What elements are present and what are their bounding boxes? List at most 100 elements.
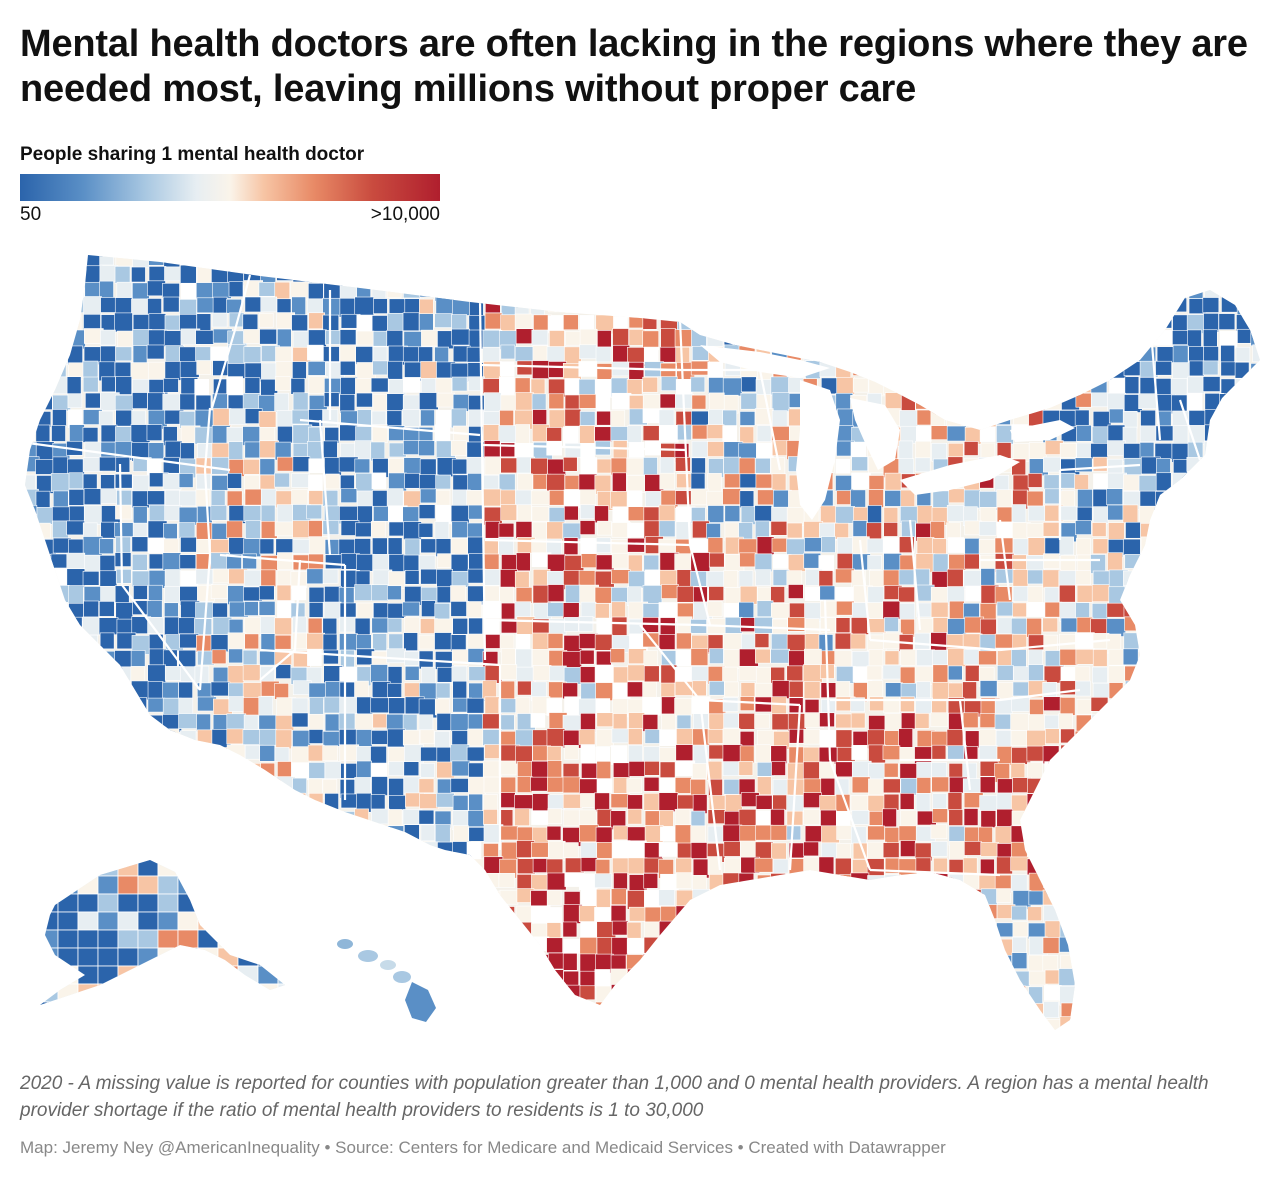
county-cell <box>1027 1035 1046 1040</box>
alaska-borough-cell <box>40 911 59 931</box>
county-cell <box>770 265 786 281</box>
county-cell <box>821 255 836 266</box>
county-cell <box>340 488 358 503</box>
county-cell <box>419 392 439 410</box>
county-cell <box>739 490 755 509</box>
county-cell <box>178 697 194 716</box>
county-cell <box>660 281 680 300</box>
alaska-borough-cell <box>137 893 159 913</box>
county-cell <box>1156 586 1171 603</box>
county-cell <box>1107 361 1127 381</box>
county-cell <box>451 376 468 392</box>
county-cell <box>597 1034 616 1040</box>
county-cell <box>1218 713 1236 730</box>
county-cell <box>596 617 611 637</box>
county-cell <box>101 746 118 764</box>
county-cell <box>1106 938 1125 954</box>
county-cell <box>1122 808 1140 824</box>
county-cell <box>25 408 34 425</box>
county-cell <box>450 713 470 732</box>
county-cell <box>690 488 709 506</box>
county-cell <box>148 826 164 845</box>
county-cell <box>356 970 373 988</box>
county-cell <box>739 825 758 843</box>
county-cell <box>898 906 917 923</box>
county-cell <box>563 667 583 685</box>
county-cell <box>834 938 850 957</box>
county-cell <box>579 985 596 1001</box>
county-cell <box>898 331 917 347</box>
county-cell <box>996 1033 1012 1040</box>
county-cell <box>1251 984 1260 1003</box>
county-cell <box>946 360 966 381</box>
county-cell <box>1251 731 1260 751</box>
alaska-borough-cell <box>57 929 79 949</box>
county-cell <box>387 728 406 748</box>
county-cell <box>1028 970 1048 986</box>
county-cell <box>1060 298 1077 316</box>
county-cell <box>1172 536 1188 551</box>
county-cell <box>627 522 645 538</box>
county-cell <box>1011 794 1029 814</box>
county-cell <box>789 602 806 620</box>
county-cell <box>356 760 372 779</box>
county-cell <box>468 504 484 520</box>
county-cell <box>706 424 725 439</box>
county-cell <box>66 634 86 654</box>
county-cell <box>451 1033 465 1040</box>
county-cell <box>562 776 581 794</box>
county-cell <box>308 490 326 505</box>
county-cell <box>1252 520 1260 541</box>
county-cell <box>532 954 551 972</box>
county-cell <box>37 584 52 602</box>
county-cell <box>420 763 435 778</box>
county-cell <box>963 553 980 570</box>
county-cell <box>611 569 631 585</box>
county-cell <box>738 601 755 620</box>
county-cell <box>1043 328 1062 348</box>
county-cell <box>563 255 578 268</box>
county-cell <box>25 602 37 620</box>
county-cell <box>275 715 295 731</box>
county-cell <box>338 968 359 986</box>
county-cell <box>1187 953 1207 972</box>
county-cell <box>452 890 471 909</box>
county-cell <box>434 618 453 634</box>
county-cell <box>514 255 529 268</box>
county-cell <box>613 872 628 891</box>
county-cell <box>1092 344 1112 363</box>
county-cell <box>1107 282 1127 299</box>
county-cell <box>610 1016 631 1030</box>
county-cell <box>402 394 420 411</box>
county-cell <box>386 872 404 890</box>
county-cell <box>756 1002 776 1023</box>
county-cell <box>596 410 611 426</box>
county-cell <box>275 985 291 1005</box>
county-cell <box>1042 937 1060 954</box>
county-cell <box>36 872 56 888</box>
county-cell <box>883 522 898 537</box>
county-cell <box>754 616 773 634</box>
county-cell <box>852 937 872 957</box>
county-cell <box>1122 411 1138 429</box>
county-cell <box>130 841 151 858</box>
county-cell <box>130 362 150 380</box>
county-cell <box>306 632 326 650</box>
county-cell <box>1204 680 1221 697</box>
county-cell <box>658 842 678 857</box>
county-cell <box>386 410 403 428</box>
county-cell <box>580 682 599 702</box>
county-cell <box>1236 856 1256 874</box>
county-cell <box>1203 586 1219 604</box>
county-cell <box>884 713 903 731</box>
county-cell <box>25 505 38 521</box>
county-cell <box>147 730 162 749</box>
county-cell <box>1108 1001 1128 1020</box>
county-cell <box>1093 968 1113 985</box>
county-cell <box>34 265 52 282</box>
county-cell <box>820 777 836 796</box>
county-cell <box>291 746 311 763</box>
county-cell <box>931 281 950 297</box>
county-cell <box>771 280 792 296</box>
county-cell <box>1092 904 1110 924</box>
